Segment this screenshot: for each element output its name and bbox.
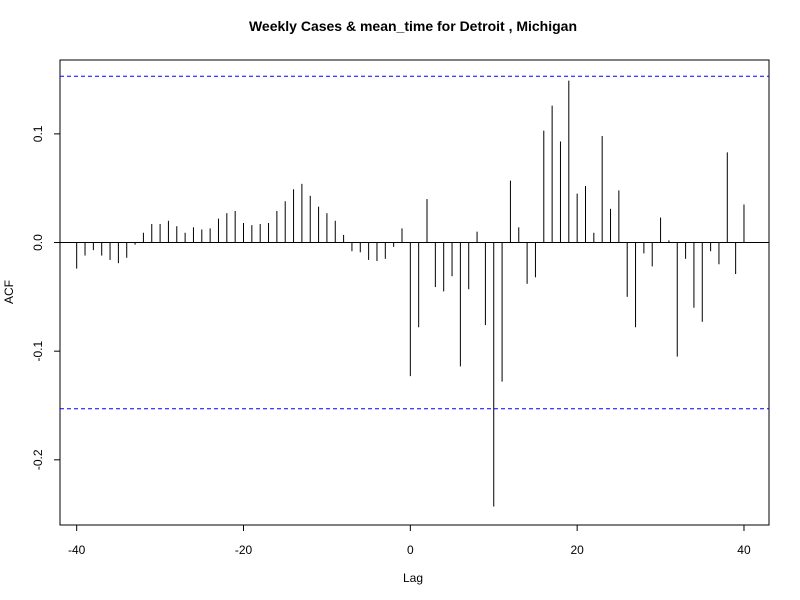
- x-tick-label: 20: [570, 543, 584, 557]
- x-axis-label: Lag: [403, 571, 423, 585]
- y-tick-label: 0.1: [31, 125, 45, 142]
- x-tick-label: -40: [68, 543, 86, 557]
- x-tick-label: 40: [737, 543, 751, 557]
- y-tick-label: -0.2: [31, 449, 45, 470]
- x-tick-label: -20: [235, 543, 253, 557]
- plot-frame: [59, 59, 770, 526]
- x-axis: -40 -20 0 20 40: [68, 524, 751, 557]
- y-tick-label: 0.0: [31, 234, 45, 251]
- y-axis-label: ACF: [2, 280, 16, 304]
- y-tick-label: -0.1: [31, 341, 45, 362]
- y-axis: -0.2 -0.1 0.0 0.1: [31, 125, 61, 470]
- chart-title: Weekly Cases & mean_time for Detroit , M…: [249, 18, 577, 34]
- x-tick-label: 0: [407, 543, 414, 557]
- acf-stems: [76, 80, 745, 507]
